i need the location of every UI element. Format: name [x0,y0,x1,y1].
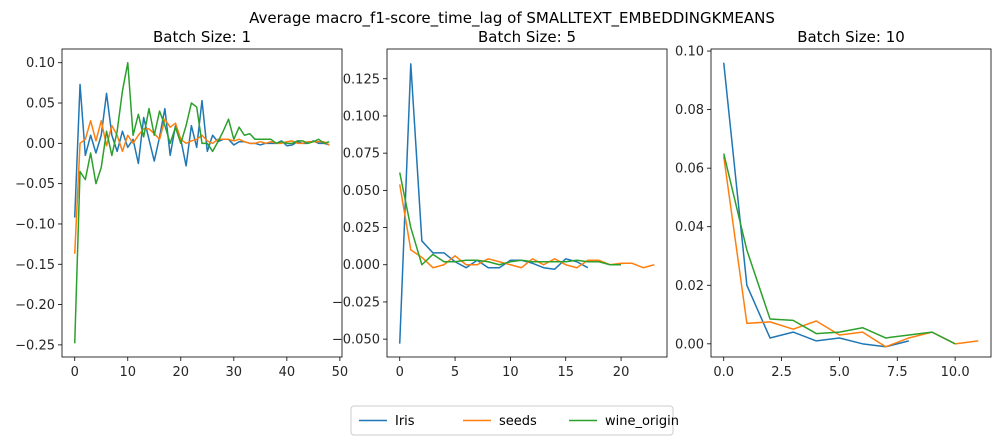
chart-title: Batch Size: 10 [797,28,905,46]
y-tick-label: 0.00 [675,337,704,352]
x-tick-label: 10.0 [941,365,970,380]
y-tick-label: 0.08 [675,103,704,118]
y-tick-label: 0.06 [675,162,704,177]
x-tick-label: 5.0 [829,365,850,380]
series-line-wine-origin [73,61,330,344]
y-tick-label: −0.20 [15,298,55,313]
x-tick-label: 20 [613,365,630,380]
x-tick-label: 5 [451,365,459,380]
series-line-seeds [398,184,655,269]
x-tick-label: 10 [502,365,519,380]
legend-label: seeds [499,414,537,429]
y-tick-label: 0.10 [675,45,704,60]
chart-panel-3: Batch Size: 10 0.0 2.5 5.0 7.5 10.0 0.00 0.02 0.… [675,28,992,380]
y-tick-label: 0.000 [343,258,380,273]
y-tick-label: −0.15 [15,258,55,273]
chart-panel-2: Batch Size: 5 0 5 10 15 20 −0.050 −0.025 0.000 0.… [332,28,668,380]
y-tick-label: 0.05 [26,97,55,112]
x-tick-label: 0.0 [713,365,734,380]
axes-frame [710,48,992,358]
y-tick-label: 0.125 [343,72,380,87]
x-tick-label: 50 [332,365,349,380]
x-tick-label: 30 [226,365,243,380]
y-tick-label: 0.02 [675,279,704,294]
y-tick-label: 0.075 [343,147,380,162]
y-tick-label: 0.025 [343,221,380,236]
y-tick-label: 0.050 [343,184,380,199]
legend-frame [350,405,674,436]
y-tick-label: 0.100 [343,109,380,124]
series-line-wine-origin [723,153,956,345]
x-tick-label: 0 [396,365,404,380]
legend-entry-Iris: Iris [359,414,415,429]
y-tick-label: −0.25 [15,338,55,353]
legend-entry-seeds: seeds [463,414,537,429]
chart-panels: Batch Size: 10 10 20 30 40 50−0.25−0.20−0.15−… [15,28,992,380]
series-line-Iris [722,62,910,348]
x-tick-label: 40 [279,365,296,380]
figure-suptitle: Average macro_f1-score_time_lag of SMALL… [249,9,775,28]
legend-label: wine_origin [605,414,679,429]
y-tick-label: −0.10 [15,217,55,232]
series-line-Iris [73,83,330,218]
x-tick-label: 10 [119,365,136,380]
axes-frame [386,48,668,358]
x-tick-label: 2.5 [771,365,792,380]
x-tick-label: 0 [71,365,79,380]
legend-label: Iris [395,414,415,429]
x-tick-label: 15 [557,365,574,380]
y-tick-label: 0.04 [675,220,704,235]
series-line-seeds [73,118,330,254]
chart-title: Batch Size: 5 [478,28,576,46]
legend: Iris seeds wine_origin [350,405,679,436]
chart-panel-1: Batch Size: 1 0 10 20 30 40 50 −0.25 −0.20 −0.15 −… [15,28,348,380]
x-tick-label: 7.5 [887,365,908,380]
series-line-wine-origin [398,172,622,266]
y-tick-label: −0.05 [15,177,55,192]
y-tick-label: −0.025 [332,295,380,310]
y-tick-label: 0.00 [26,137,55,152]
chart-title: Batch Size: 1 [153,28,251,46]
series-group [722,62,979,348]
axes-frame [61,48,343,358]
y-tick-label: 0.10 [26,56,55,71]
x-tick-label: 20 [173,365,190,380]
legend-entry-wine-origin: wine_origin [569,414,679,429]
series-group [398,63,655,344]
series-group [73,61,330,344]
y-tick-label: −0.050 [332,333,380,348]
series-line-Iris [398,63,589,344]
